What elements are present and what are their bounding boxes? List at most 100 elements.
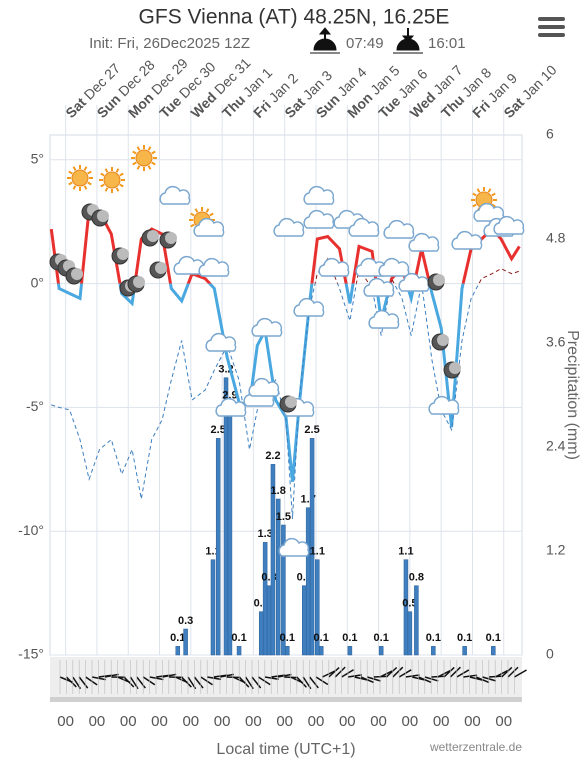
cloud-icon (159, 185, 191, 205)
wind-arrow (334, 666, 346, 678)
sun-disc (103, 171, 121, 189)
cloud-icon (368, 309, 400, 329)
chart-title: GFS Vienna (AT) 48.25N, 16.25E (139, 6, 450, 29)
sun-ray (115, 168, 120, 173)
wind-arrow (315, 676, 329, 686)
sun-disc (135, 149, 153, 167)
sun-ray (136, 146, 141, 151)
cloud-icon (318, 257, 350, 277)
precip-label: 1.3 (257, 528, 272, 540)
x-tick-label: 00 (151, 713, 168, 730)
precip-label: 2.5 (211, 424, 226, 436)
sun-ray (472, 203, 477, 208)
cloud-icon (215, 397, 247, 417)
sun-ray (147, 146, 152, 151)
temperature-line (51, 283, 480, 519)
sun-ray (132, 161, 137, 166)
cloud-icon (193, 217, 225, 237)
cloud-icon (451, 230, 483, 250)
precip-bar (227, 403, 233, 656)
precip-bar (281, 524, 286, 656)
y2-tick-label: 6 (546, 126, 554, 142)
precip-bar (414, 585, 419, 656)
wind-arrow (78, 676, 89, 689)
precip-label: 0.8 (409, 572, 424, 584)
wind-arrow (162, 673, 177, 678)
x-tick-label: 00 (308, 713, 325, 730)
sun-ray (87, 181, 92, 186)
y2-tick-label: 4.8 (546, 230, 566, 246)
wind-arrow (449, 666, 461, 678)
bottom-bar (50, 697, 522, 702)
moon-shine (133, 276, 145, 288)
moon-shine (71, 268, 83, 280)
sun-disc (71, 169, 89, 187)
precip-bar (302, 585, 307, 656)
moon-shine (117, 248, 129, 260)
sun-ray (190, 212, 195, 217)
wind-arrow (264, 676, 279, 680)
wind-arrow (85, 676, 98, 686)
cloud-icon (473, 202, 505, 222)
wind-arrow (238, 676, 250, 688)
sun-ray (190, 223, 195, 228)
precip-bar (378, 646, 384, 656)
precip-bar (403, 559, 409, 656)
precip-bar (275, 498, 281, 656)
precip-bar (407, 611, 413, 656)
precip-label: 1.1 (398, 546, 413, 558)
menu-button[interactable] (538, 17, 565, 37)
cloud-icon (378, 257, 410, 277)
moon-shine (97, 210, 109, 222)
precip-label: 0.1 (170, 632, 185, 644)
sun-ray (151, 150, 156, 155)
sun-ray (83, 166, 88, 171)
cloud-icon (273, 217, 305, 237)
sun-ray (132, 150, 137, 155)
wind-arrow (385, 666, 398, 678)
wind-arrow (398, 669, 412, 678)
wind-arrow (463, 674, 478, 678)
cloud-icon (251, 317, 283, 337)
precip-bar (315, 559, 320, 656)
sun-ray (147, 165, 152, 170)
sun-ray (68, 170, 73, 175)
precip-bar (262, 542, 268, 656)
y-tick-label: -5° (26, 398, 44, 414)
precip-label: 2.2 (265, 450, 280, 462)
precip-label: 0.1 (374, 632, 389, 644)
precip-label: 0.1 (457, 632, 472, 644)
precip-label: 1.5 (276, 511, 291, 523)
y-tick-label: -10° (18, 522, 44, 538)
wind-arrow (219, 673, 234, 678)
precip-bar (491, 646, 496, 656)
moon-shine (437, 334, 449, 346)
cloud-icon (278, 537, 310, 557)
y2-tick-label: 3.6 (546, 334, 566, 350)
wind-arrow (277, 673, 292, 678)
wind-arrow (104, 673, 119, 678)
wind-arrow (207, 676, 222, 681)
wind-arrow (405, 674, 420, 678)
sun-ray (72, 185, 77, 190)
precip-bar (210, 559, 216, 656)
y2-tick-label: 1.2 (546, 542, 566, 558)
cloud-icon (205, 332, 237, 352)
precip-bar (223, 377, 229, 656)
x-tick-label: 00 (214, 713, 231, 730)
sun-icon (99, 167, 125, 193)
moon-shine (285, 396, 297, 408)
x-tick-label: 00 (120, 713, 137, 730)
sun-ray (115, 187, 120, 192)
cloud-icon (408, 232, 440, 252)
sunrise-icon (310, 27, 340, 54)
sun-ray (83, 185, 88, 190)
precip-label: 2.5 (304, 424, 319, 436)
x-tick-label: 00 (433, 713, 450, 730)
wind-arrow (91, 676, 106, 681)
cloud-icon (198, 257, 230, 277)
precip-bar (309, 438, 315, 656)
precip-label: 0.1 (342, 632, 357, 644)
precip-bar (285, 646, 290, 656)
x-tick-label: 00 (276, 713, 293, 730)
